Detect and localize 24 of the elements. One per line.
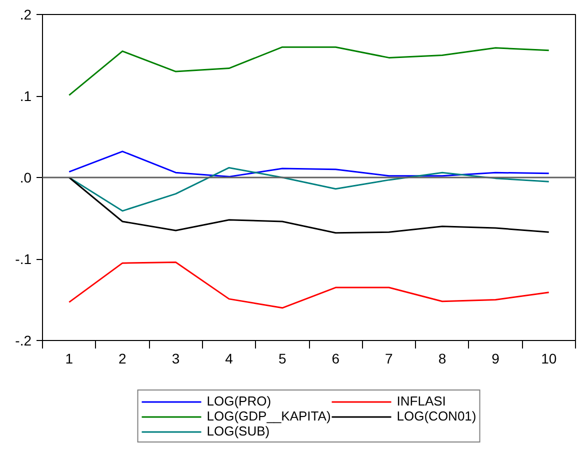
x-tick-label: 3: [172, 350, 180, 366]
x-tick-label: 10: [541, 350, 557, 366]
legend-label: LOG(SUB): [206, 424, 270, 438]
x-tick-label: 9: [492, 350, 500, 366]
legend-label: LOG(CON01): [396, 408, 476, 424]
y-tick-label: .0: [20, 170, 32, 186]
x-tick-label: 5: [278, 350, 286, 366]
x-tick-label: 2: [118, 350, 127, 366]
legend-label: LOG(GDP__KAPITA): [206, 408, 331, 424]
y-tick-label: -.2: [15, 332, 32, 348]
x-tick-label: 4: [225, 350, 234, 366]
y-tick-label: .2: [20, 6, 32, 22]
legend-label: LOG(PRO): [206, 394, 272, 408]
line-series: [68, 46, 550, 96]
line-series: [68, 262, 550, 309]
x-tick-label: 1: [65, 350, 74, 366]
y-tick-label: .1: [20, 88, 32, 104]
x-tick-label: 6: [332, 350, 340, 366]
legend-label: INFLASI: [396, 394, 446, 408]
x-tick-label: 7: [385, 350, 394, 366]
line-series: [68, 176, 550, 234]
y-tick-label: -.1: [15, 251, 32, 267]
line-series: [68, 150, 550, 178]
x-tick-label: 8: [438, 350, 446, 366]
